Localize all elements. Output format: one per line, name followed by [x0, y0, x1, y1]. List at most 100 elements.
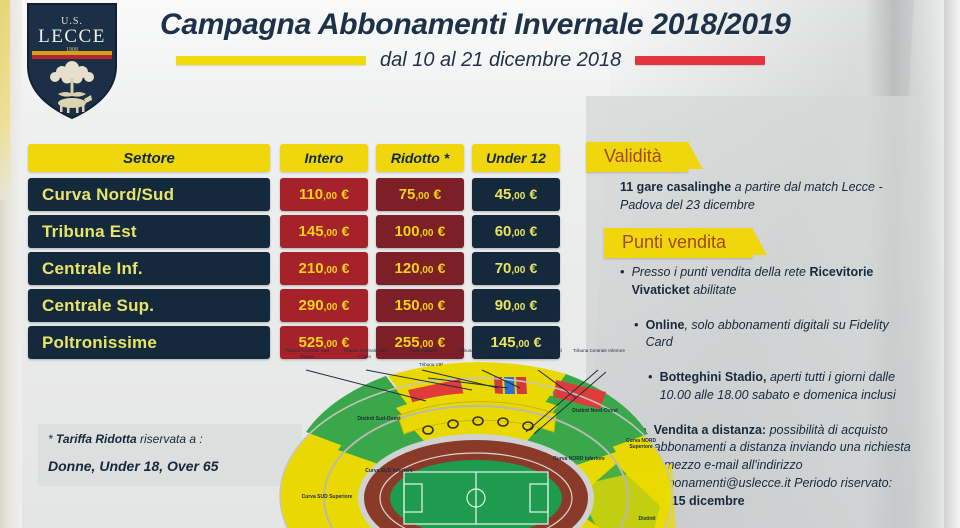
table-row: Curva Nord/Sud 110,00 € 75,00 € 45,00 € [28, 178, 566, 211]
svg-text:U.S.: U.S. [61, 16, 83, 27]
footnote-line-2: Donne, Under 18, Over 65 [48, 458, 219, 474]
stadium-callout: Tribuna Centrale Nord Rossa [516, 348, 562, 359]
page-title: Campagna Abbonamenti Invernale 2018/2019 [160, 8, 791, 41]
price-value: 210,00 € [298, 260, 350, 277]
table-row: Poltronissime 525,00 € 255,00 € 145,00 € [28, 326, 566, 359]
price-value: 150,00 € [394, 297, 446, 314]
punti-vendita-list: • Presso i punti vendita della rete Ricev… [620, 264, 912, 527]
price-value: 145,00 € [490, 334, 542, 351]
cell-under12: 145,00 € [472, 326, 560, 359]
column-header-label: Settore [123, 149, 175, 167]
tab-punti-vendita: Punti vendita [604, 228, 768, 258]
price-table: Settore Intero Ridotto * Under 12 Curva … [28, 144, 566, 363]
column-header-label: Intero [304, 150, 344, 166]
cell-intero: 210,00 € [280, 252, 368, 285]
stadium-sector-label: Curva NORD Inferiore [553, 456, 605, 462]
cell-ridotto: 120,00 € [376, 252, 464, 285]
subtitle-row: dal 10 al 21 dicembre 2018 [160, 49, 890, 72]
svg-text:1908: 1908 [66, 47, 78, 53]
cell-ridotto: 100,00 € [376, 215, 464, 248]
footnote-line-1: * Tariffa Ridotta riservata a : [48, 432, 292, 446]
us-lecce-crest-icon: U.S. LECCE 1908 [22, 2, 122, 120]
cell-sector: Tribuna Est [28, 215, 270, 248]
price-value: 525,00 € [298, 334, 350, 351]
list-item: •Vendita a distanza: possibilità di acqu… [642, 422, 912, 511]
wall-yellow-strip [0, 0, 10, 200]
svg-text:LECCE: LECCE [38, 26, 106, 47]
bullet-icon: • [648, 369, 653, 384]
column-header-intero: Intero [280, 144, 368, 172]
stadium-callout: Tribuna Centrale Sud Rossa [285, 348, 329, 359]
validita-text: 11 gare casalinghe a partire dal match L… [620, 178, 910, 214]
tab-validita: Validità [586, 142, 703, 172]
stadium-callout-labels: Tribuna Centrale Sud Rossa Tribuna Centra… [276, 348, 676, 388]
red-rule [635, 56, 766, 65]
price-value: 290,00 € [298, 297, 350, 314]
cell-under12: 70,00 € [472, 252, 560, 285]
footnote-ridotta: * Tariffa Ridotta riservata a : Donne, U… [38, 424, 302, 486]
list-item-text: Botteghini Stadio, aperti tutti i giorni… [659, 370, 896, 402]
stadium-map: Curva SUD Superiore Curva SUD Inferiore Di… [276, 346, 676, 528]
stadium-sector-label: Distinti [638, 516, 656, 522]
list-item: • Online, solo abbonamenti digitali su Fi… [634, 317, 912, 353]
column-header-under12: Under 12 [472, 144, 560, 172]
cell-intero: 110,00 € [280, 178, 368, 211]
footnote-asterisk: * [48, 432, 53, 446]
list-item: • Presso i punti vendita della rete Ricev… [620, 264, 912, 300]
yellow-rule [176, 56, 366, 65]
stadium-sector-label: Distinti Sud-Ovest [357, 416, 401, 422]
table-row: Centrale Inf. 210,00 € 120,00 € 70,00 € [28, 252, 566, 285]
price-value: 100,00 € [394, 223, 446, 240]
stadium-sector-label: Distinti Nord-Ovest [572, 408, 618, 414]
cell-sector: Centrale Sup. [28, 289, 270, 322]
sector-label: Centrale Inf. [42, 258, 143, 278]
cell-ridotto: 75,00 € [376, 178, 464, 211]
list-item-text: Presso i punti vendita della rete Ricevi… [631, 265, 874, 297]
stadium-callout: Poltronissime [410, 348, 438, 353]
list-item: • Botteghini Stadio, aperti tutti i giorn… [648, 369, 912, 405]
price-value: 145,00 € [298, 223, 350, 240]
validita-rest: a partire dal match Lecce - Padova del 2… [620, 180, 883, 213]
cell-under12: 60,00 € [472, 215, 560, 248]
table-row: Centrale Sup. 290,00 € 150,00 € 90,00 € [28, 289, 566, 322]
wall-right-edge [944, 0, 960, 528]
column-header-label: Under 12 [486, 150, 546, 166]
cell-ridotto: 150,00 € [376, 289, 464, 322]
sector-label: Centrale Sup. [42, 295, 155, 315]
table-header-row: Settore Intero Ridotto * Under 12 [28, 144, 566, 172]
sector-label: Poltronissime [42, 332, 158, 352]
stadium-callout: Tribuna Centrale Inferiore [572, 348, 626, 353]
table-row: Tribuna Est 145,00 € 100,00 € 60,00 € [28, 215, 566, 248]
list-item-text: Online, solo abbonamenti digitali su Fid… [645, 317, 889, 350]
price-value: 45,00 € [494, 186, 538, 203]
price-value: 60,00 € [494, 223, 538, 240]
bullet-icon: • [620, 264, 625, 279]
list-item-text: Vendita a distanza: possibilità di acqui… [653, 422, 911, 508]
bullet-icon: • [634, 316, 639, 332]
sector-label: Curva Nord/Sud [42, 184, 175, 204]
price-value: 90,00 € [494, 297, 538, 314]
cell-under12: 90,00 € [472, 289, 560, 322]
stadium-callout: Tribuna Centrale Nord Giallo [458, 348, 504, 359]
cell-sector: Curva Nord/Sud [28, 178, 270, 211]
title-block: Campagna Abbonamenti Invernale 2018/2019… [160, 8, 890, 72]
sector-label: Tribuna Est [42, 221, 137, 241]
cell-intero: 525,00 € [280, 326, 368, 359]
stadium-callout: Tribuna VIP [418, 362, 444, 367]
stadium-sector-label: Curva SUD Inferiore [365, 468, 413, 474]
column-header-ridotto: Ridotto * [376, 144, 464, 172]
stadium-sector-label: Curva SUD Superiore [301, 494, 353, 500]
cell-ridotto: 255,00 € [376, 326, 464, 359]
column-header-label: Ridotto * [390, 150, 450, 166]
price-value: 70,00 € [494, 260, 538, 277]
price-value: 75,00 € [398, 186, 442, 203]
cell-sector: Centrale Inf. [28, 252, 270, 285]
stadium-callout: Tribuna Centrale Sud Giallo [343, 348, 387, 359]
cell-intero: 290,00 € [280, 289, 368, 322]
page-subtitle: dal 10 al 21 dicembre 2018 [380, 49, 622, 71]
cell-sector: Poltronissime [28, 326, 270, 359]
footnote-bold: Tariffa Ridotta [56, 432, 137, 446]
price-value: 255,00 € [394, 334, 446, 351]
cell-intero: 145,00 € [280, 215, 368, 248]
validita-bold: 11 gare casalinghe [620, 180, 732, 194]
